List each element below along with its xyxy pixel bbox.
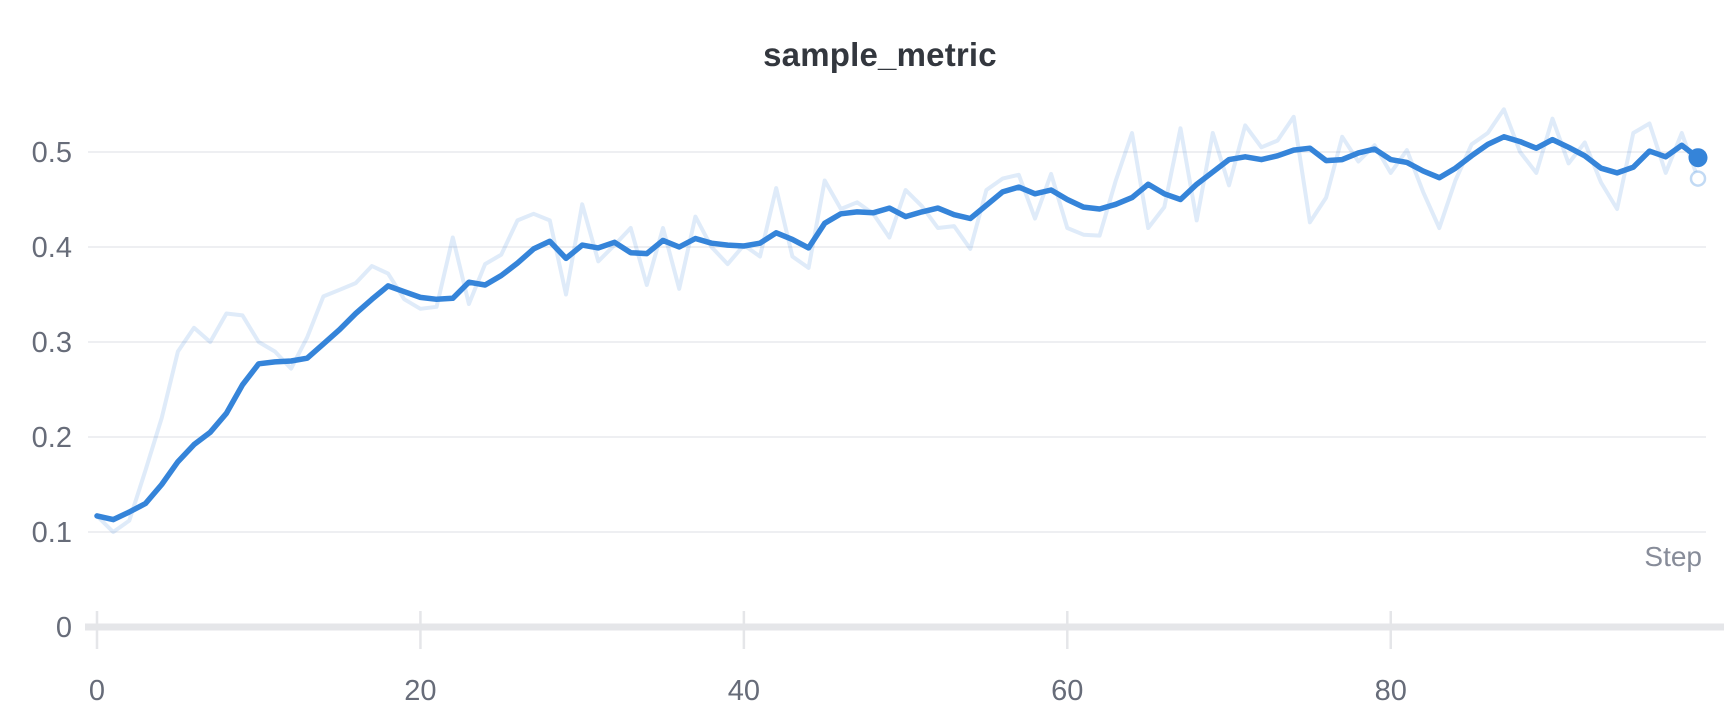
x-tick-label: 0: [89, 675, 105, 707]
x-tick: [742, 611, 746, 649]
x-tick-label: 80: [1375, 675, 1407, 707]
y-tick-label: 0: [56, 612, 72, 644]
y-tick-label: 0.4: [32, 232, 72, 264]
y-tick-label: 0.2: [32, 422, 72, 454]
x-tick: [419, 611, 422, 649]
x-tick-label: 60: [1051, 675, 1083, 707]
x-tick-label: 20: [404, 675, 436, 707]
x-tick: [1066, 611, 1069, 649]
x-tick: [1389, 611, 1392, 649]
x-axis-band: [85, 623, 1724, 631]
x-tick: [95, 611, 99, 649]
smoothed-series-line: [94, 134, 1701, 523]
x-axis-title: Step: [1644, 541, 1702, 572]
y-tick-label: 0.3: [32, 327, 72, 359]
chart-title: sample_metric: [763, 36, 997, 73]
smoothed-end-dot[interactable]: [1688, 148, 1708, 168]
y-tick-label: 0.5: [32, 137, 72, 169]
x-tick-label: 40: [728, 675, 760, 707]
y-tick-label: 0.1: [32, 517, 72, 549]
raw-end-dot: [1689, 170, 1707, 187]
raw-series-line: [95, 107, 1700, 534]
